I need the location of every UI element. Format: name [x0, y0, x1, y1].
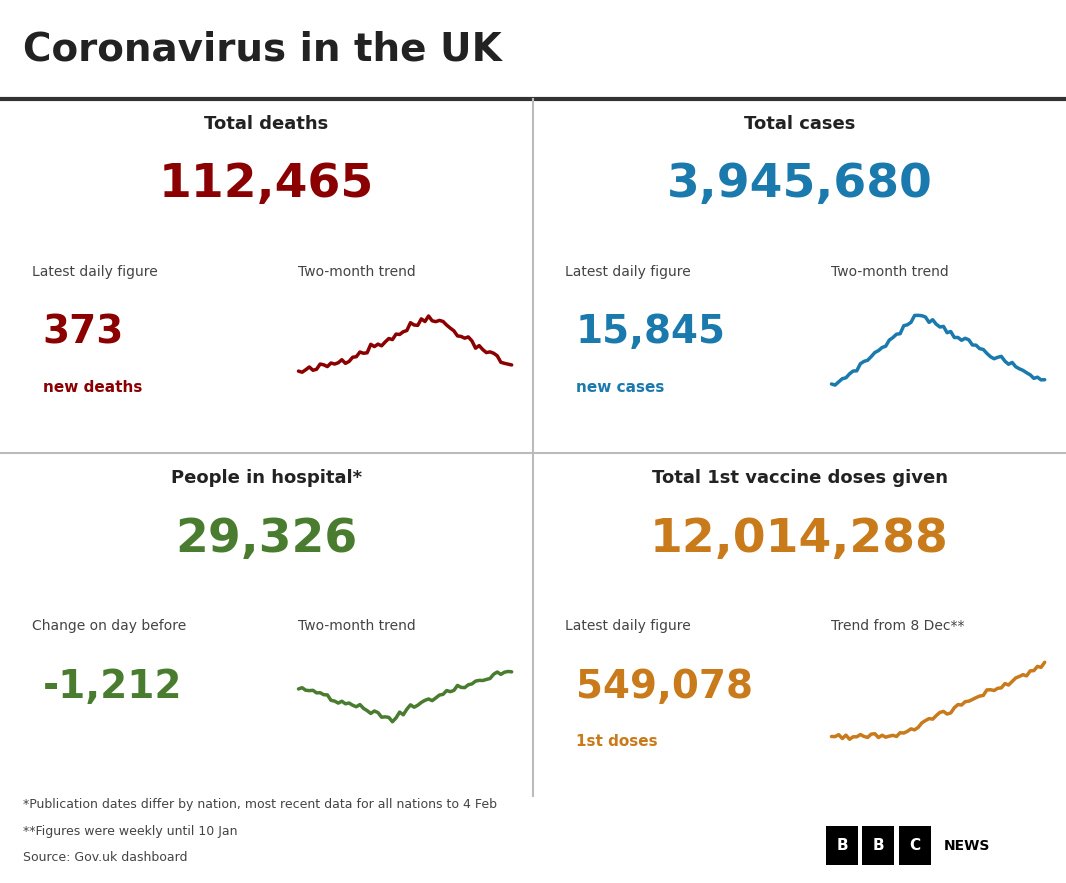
Text: Trend from 8 Dec**: Trend from 8 Dec** — [831, 619, 965, 633]
Text: new cases: new cases — [576, 380, 664, 395]
Text: Latest daily figure: Latest daily figure — [565, 265, 691, 279]
Text: *Publication dates differ by nation, most recent data for all nations to 4 Feb: *Publication dates differ by nation, mos… — [23, 798, 498, 811]
Text: **Figures were weekly until 10 Jan: **Figures were weekly until 10 Jan — [23, 825, 238, 838]
Text: Two-month trend: Two-month trend — [298, 619, 416, 633]
Text: new deaths: new deaths — [43, 380, 142, 395]
Text: NEWS: NEWS — [943, 839, 990, 853]
Text: 549,078: 549,078 — [576, 668, 753, 706]
Text: Latest daily figure: Latest daily figure — [565, 619, 691, 633]
Text: Change on day before: Change on day before — [32, 619, 187, 633]
Text: B: B — [873, 839, 884, 853]
FancyBboxPatch shape — [862, 826, 894, 865]
Text: People in hospital*: People in hospital* — [171, 469, 362, 487]
FancyBboxPatch shape — [826, 826, 858, 865]
Text: Latest daily figure: Latest daily figure — [32, 265, 158, 279]
Text: 373: 373 — [43, 313, 124, 351]
Text: B: B — [837, 839, 847, 853]
Text: 3,945,680: 3,945,680 — [666, 162, 933, 208]
Text: Total 1st vaccine doses given: Total 1st vaccine doses given — [651, 469, 948, 487]
Text: Total cases: Total cases — [744, 115, 855, 132]
Text: Two-month trend: Two-month trend — [831, 265, 949, 279]
Text: Coronavirus in the UK: Coronavirus in the UK — [23, 31, 502, 69]
Text: 15,845: 15,845 — [576, 313, 726, 351]
Text: Total deaths: Total deaths — [205, 115, 328, 132]
Text: -1,212: -1,212 — [43, 668, 182, 706]
Text: 29,326: 29,326 — [176, 517, 357, 562]
Text: Source: Gov.uk dashboard: Source: Gov.uk dashboard — [23, 851, 188, 864]
Text: Two-month trend: Two-month trend — [298, 265, 416, 279]
FancyBboxPatch shape — [899, 826, 931, 865]
Text: 112,465: 112,465 — [159, 162, 374, 208]
Text: 1st doses: 1st doses — [576, 734, 658, 749]
Text: C: C — [909, 839, 920, 853]
Text: 12,014,288: 12,014,288 — [650, 517, 949, 562]
